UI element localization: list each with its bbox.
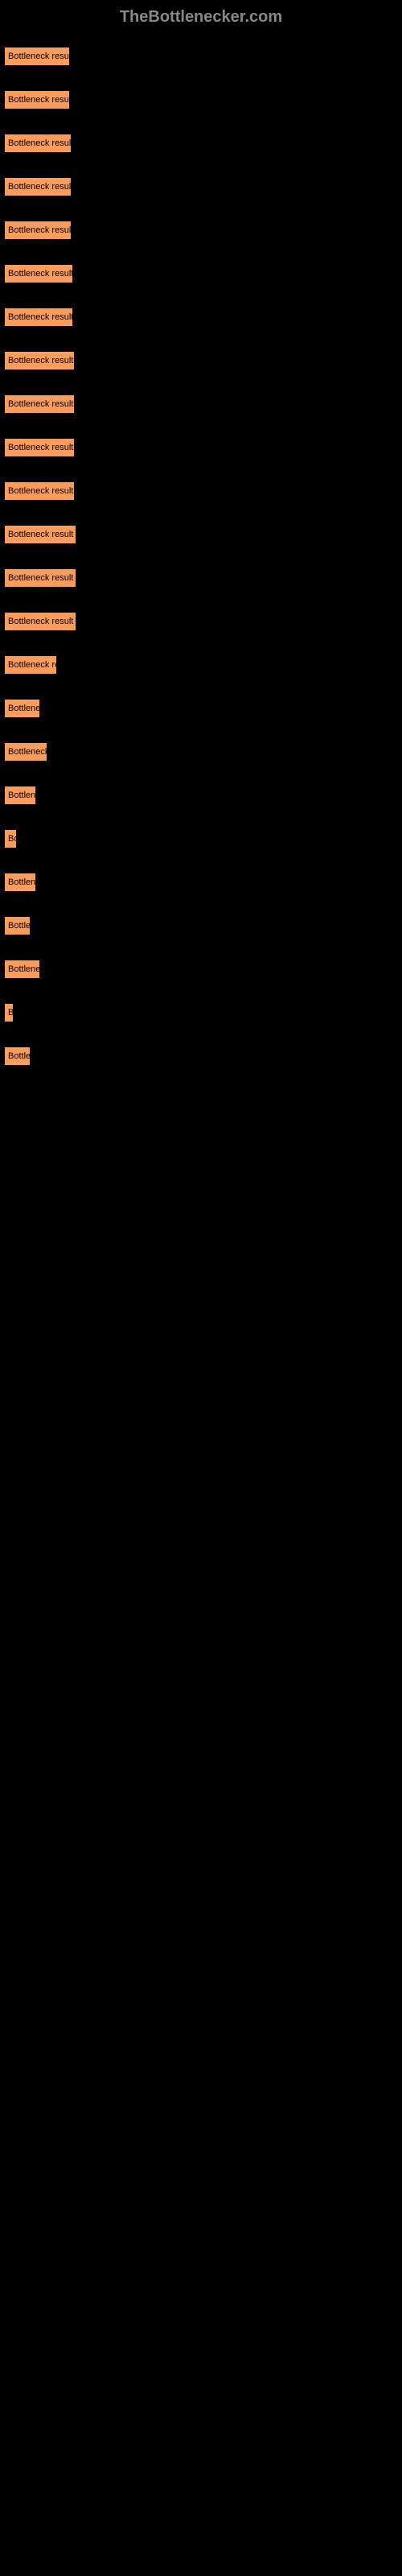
chart-bar: Bottleneck result	[4, 481, 75, 501]
bar-row: Bottleneck result	[4, 47, 402, 66]
chart-bar: B	[4, 1003, 14, 1022]
chart-bar: Bottleneck result	[4, 438, 75, 457]
bar-row: Bottleneck result	[4, 134, 402, 153]
bar-row: Bottlene	[4, 960, 402, 979]
bar-row: Bottleneck result	[4, 568, 402, 588]
chart-bar: Bottle	[4, 916, 31, 935]
bar-row: Bottlen	[4, 873, 402, 892]
bar-row: Bottle	[4, 916, 402, 935]
bar-row: Bottleneck result	[4, 481, 402, 501]
chart-bar: Bottleneck	[4, 742, 47, 762]
bar-row: Bottleneck result	[4, 308, 402, 327]
bar-row: Bottleneck result	[4, 177, 402, 196]
bar-row: Bottleneck re	[4, 655, 402, 675]
bar-row: Bo	[4, 829, 402, 848]
chart-bar: Bottlene	[4, 699, 40, 718]
bar-row: Bottleneck result	[4, 394, 402, 414]
bottleneck-chart: Bottleneck result Bottleneck result Bottle…	[0, 43, 402, 1066]
chart-bar: Bottleneck result	[4, 351, 75, 370]
bar-row: Bottleneck result	[4, 90, 402, 109]
chart-bar: Bottleneck result	[4, 90, 70, 109]
bar-row: Bottleneck result	[4, 264, 402, 283]
chart-bar: Bottle	[4, 1046, 31, 1066]
chart-bar: Bo	[4, 829, 17, 848]
chart-bar: Bottleneck result	[4, 308, 73, 327]
chart-bar: Bottleneck result	[4, 612, 76, 631]
chart-bar: Bottleneck result	[4, 177, 72, 196]
bar-row: Bottleneck result	[4, 612, 402, 631]
chart-bar: Bottleneck result	[4, 568, 76, 588]
chart-bar: Bottleneck result	[4, 525, 76, 544]
bar-row: Bottleneck result	[4, 438, 402, 457]
bar-row: Bottlen	[4, 786, 402, 805]
chart-bar: Bottlene	[4, 960, 40, 979]
bar-row: B	[4, 1003, 402, 1022]
bar-row: Bottle	[4, 1046, 402, 1066]
chart-bar: Bottlen	[4, 786, 36, 805]
chart-bar: Bottleneck re	[4, 655, 57, 675]
chart-bar: Bottleneck result	[4, 47, 70, 66]
bar-row: Bottleneck result	[4, 351, 402, 370]
chart-bar: Bottleneck result	[4, 134, 72, 153]
bar-row: Bottleneck	[4, 742, 402, 762]
site-logo: TheBottlenecker.com	[0, 8, 402, 27]
bar-row: Bottleneck result	[4, 221, 402, 240]
chart-bar: Bottleneck result	[4, 221, 72, 240]
bar-row: Bottleneck result	[4, 525, 402, 544]
bar-row: Bottlene	[4, 699, 402, 718]
chart-bar: Bottlen	[4, 873, 36, 892]
chart-bar: Bottleneck result	[4, 264, 73, 283]
chart-bar: Bottleneck result	[4, 394, 75, 414]
